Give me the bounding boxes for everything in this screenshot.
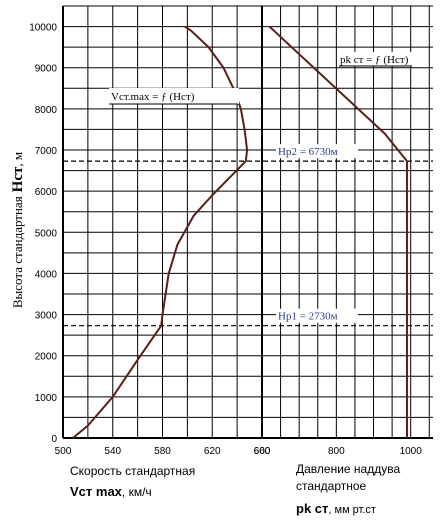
series-line-pressure	[268, 25, 408, 438]
labels: Высота стандартная Нст, м Скорость станда…	[10, 152, 400, 516]
y-tick-label: 8000	[35, 105, 58, 116]
y-tick-label: 3000	[35, 311, 58, 322]
x-axis-label-pressure-bold: pk ст	[296, 501, 328, 516]
y-axis-label-suffix: , м	[10, 152, 25, 167]
x-tick-labels-pressure: 600 800 1000	[254, 446, 423, 457]
y-tick-label: 2000	[35, 352, 58, 363]
x-axis-label-speed-line2: Vст max, км/ч	[70, 484, 152, 499]
series-label-pressure: pk ст = ƒ (Нст)	[340, 54, 409, 66]
y-tick-label: 9000	[35, 64, 58, 75]
annotation-bg	[276, 308, 358, 323]
y-tick-label: 6000	[35, 187, 58, 198]
x-axis-label-pressure-line2: стандартное	[296, 479, 367, 493]
series: Vст.max = ƒ (Нст) pk ст = ƒ (Нст)	[72, 25, 415, 439]
axes	[62, 6, 433, 439]
y-tick-labels: 0 1000 2000 3000 4000 5000 6000 7000 8000 9000 100…	[29, 23, 57, 445]
series-label-speed: Vст.max = ƒ (Нст)	[111, 91, 195, 103]
y-axis-label: Высота стандартная Нст, м	[10, 152, 26, 308]
x-axis-label-pressure-line3: pk ст, мм рт.ст	[296, 501, 376, 516]
x-axis-label-speed-line1: Скорость стандартная	[70, 464, 195, 478]
x-axis-label-pressure-unit: , мм рт.ст	[328, 504, 376, 516]
x-tick-label-pressure: 600	[254, 446, 271, 457]
x-tick-label-pressure: 1000	[400, 446, 423, 457]
y-tick-label: 7000	[35, 146, 58, 157]
x-tick-label-speed: 500	[55, 446, 72, 457]
x-tick-label-speed: 620	[204, 446, 221, 457]
x-tick-label-speed: 540	[104, 446, 121, 457]
series-line-speed	[72, 25, 249, 439]
y-tick-label: 5000	[35, 228, 58, 239]
y-axis-label-bold: Нст	[10, 166, 26, 192]
x-tick-label-pressure: 800	[328, 446, 345, 457]
grid	[62, 5, 433, 439]
x-tick-label-speed: 580	[154, 446, 171, 457]
y-tick-label: 0	[51, 434, 57, 445]
annotation-bg	[276, 144, 358, 159]
x-tick-label-speed: 660	[254, 446, 271, 457]
x-axis-label-speed-bold: Vст max	[70, 484, 123, 499]
y-tick-label: 10000	[29, 23, 57, 34]
y-tick-label: 4000	[35, 269, 58, 280]
series-label-bg-speed	[109, 88, 239, 104]
x-axis-label-pressure-line1: Давление наддува	[296, 462, 400, 476]
series-label-bg-pressure	[339, 52, 415, 66]
annotation-label: Нр2 = 6730м	[278, 146, 338, 158]
y-tick-label: 1000	[35, 393, 58, 404]
y-axis-label-prefix: Высота стандартная	[10, 196, 25, 308]
reference-lines: Нр2 = 6730м Нр1 = 2730м	[63, 144, 433, 327]
x-tick-labels-speed: 500 540 580 620 660	[55, 446, 271, 457]
x-axis-label-speed-unit: , км/ч	[122, 485, 152, 499]
annotation-label: Нр1 = 2730м	[278, 311, 338, 323]
